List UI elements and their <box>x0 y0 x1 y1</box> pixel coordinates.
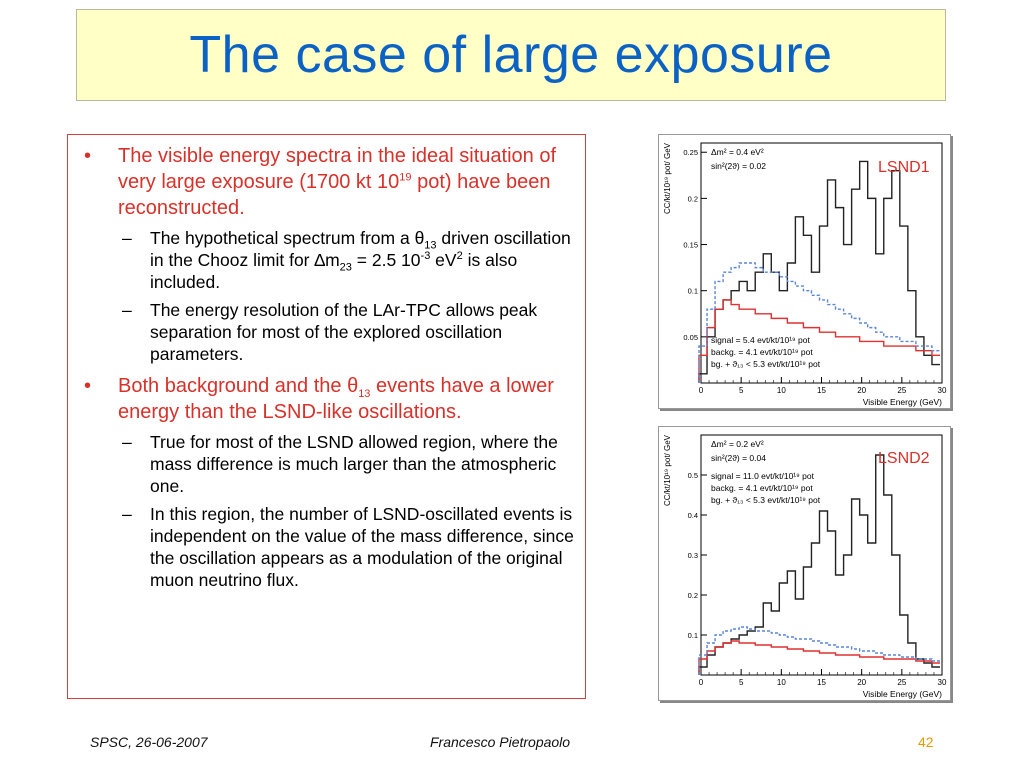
histogram-signal <box>698 160 940 383</box>
text-part: The visible energy spectra in the ideal … <box>118 145 557 193</box>
y-tick-label: 0.4 <box>688 511 698 520</box>
x-tick-label: 25 <box>897 678 906 687</box>
superscript: -3 <box>420 250 431 263</box>
y-tick-label: 0.2 <box>688 591 698 600</box>
x-tick-label: 15 <box>817 386 826 395</box>
dash-marker: – <box>122 228 132 248</box>
x-tick-label: 0 <box>699 386 704 395</box>
event-rate-stat: bg. + ϑ₁₃ < 5.3 evt/kt/10¹⁹ pot <box>711 495 821 505</box>
plot-lsnd2: 0 5 10 15 20 25 30 0.1 0.2 0.3 0.4 0.5 Visible Energ… <box>658 426 951 701</box>
x-tick-label: 0 <box>699 678 704 687</box>
x-axis-label: Visible Energy (GeV) <box>863 689 942 699</box>
plot-label-lsnd1: LSND1 <box>878 159 930 176</box>
event-rate-stat: signal = 5.4 evt/kt/10¹⁹ pot <box>711 335 810 345</box>
text-part: = 2.5 10 <box>351 250 421 270</box>
subbullet-text: The hypothetical spectrum from a θ13 dri… <box>150 227 575 293</box>
x-tick-label: 15 <box>817 678 826 687</box>
subscript: 13 <box>358 388 371 400</box>
oscillation-parameter: sin²(2ϑ) = 0.04 <box>711 453 766 463</box>
y-tick-label: 0.05 <box>683 333 698 342</box>
histogram-background <box>698 299 940 383</box>
dash-marker: – <box>122 432 132 452</box>
subbullet-independent-events: – In this region, the number of LSND-osc… <box>78 503 575 591</box>
y-tick-label: 0.25 <box>683 148 698 157</box>
y-tick-label: 0.2 <box>688 194 698 203</box>
subbullet-energy-resolution: – The energy resolution of the LAr-TPC a… <box>78 299 575 365</box>
oscillation-parameter: sin²(2ϑ) = 0.02 <box>711 161 766 171</box>
footer-author: Francesco Pietropaolo <box>430 734 571 750</box>
subbullet-text: The energy resolution of the LAr-TPC all… <box>150 300 538 364</box>
oscillation-parameter: Δm² = 0.2 eV² <box>711 439 764 449</box>
text-part: The hypothetical spectrum from a <box>150 228 415 248</box>
oscillation-parameter: Δm² = 0.4 eV² <box>711 147 764 157</box>
y-tick-label: 0.15 <box>683 241 698 250</box>
footer-date: SPSC, 26-06-2007 <box>90 734 208 750</box>
histogram-background-theta13 <box>698 262 940 383</box>
slide-title: The case of large exposure <box>189 26 833 84</box>
y-axis-label: CC/kt/10¹⁹ pot/ GeV <box>663 434 672 506</box>
plot-lsnd2-svg: 0 5 10 15 20 25 30 0.1 0.2 0.3 0.4 0.5 Visible Energ… <box>663 434 947 699</box>
superscript: 19 <box>399 171 412 184</box>
x-tick-label: 5 <box>739 678 744 687</box>
event-rate-stat: backg. = 4.1 evt/kt/10¹⁹ pot <box>711 347 813 357</box>
x-tick-label: 30 <box>938 678 947 687</box>
bullet-marker: • <box>84 145 92 167</box>
subbullet-text: True for most of the LSND allowed region… <box>150 432 558 496</box>
content-box: • The visible energy spectra in the idea… <box>67 134 586 699</box>
text-part: eV <box>430 250 457 270</box>
bullet-reconstructed-spectra: • The visible energy spectra in the idea… <box>78 143 575 221</box>
x-tick-label: 20 <box>857 386 866 395</box>
subbullet-text: In this region, the number of LSND-oscil… <box>150 504 574 590</box>
histogram-background-theta13 <box>698 626 940 675</box>
y-tick-label: 0.3 <box>688 551 698 560</box>
y-tick-label: 0.1 <box>688 287 698 296</box>
text-part: is also included. <box>150 250 518 292</box>
x-tick-label: 10 <box>777 678 786 687</box>
plot-lsnd1: 0 5 10 15 20 25 30 0.05 0.1 0.15 0.2 0.25 Visible En… <box>658 134 951 409</box>
plot-label-lsnd2: LSND2 <box>878 450 930 467</box>
text-part: events have a lower energy than the LSND… <box>118 375 554 423</box>
bullet-lower-energy: • Both background and the θ13 events hav… <box>78 373 575 425</box>
text-part: Both background and the <box>118 375 348 397</box>
subbullet-lsnd-region: – True for most of the LSND allowed regi… <box>78 431 575 497</box>
dash-marker: – <box>122 300 132 320</box>
title-banner: The case of large exposure <box>76 9 946 101</box>
event-rate-stat: signal = 11.0 evt/kt/10¹⁹ pot <box>711 471 815 481</box>
subbullet-chooz-limit: – The hypothetical spectrum from a θ13 d… <box>78 227 575 293</box>
delta-m-symbol: ∆m <box>314 250 340 270</box>
bullet-marker: • <box>84 375 92 397</box>
histogram-background <box>698 640 940 675</box>
text-part: driven oscillation in the Chooz limit fo… <box>150 228 571 270</box>
event-rate-stat: bg. + ϑ₁₃ < 5.3 evt/kt/10¹⁹ pot <box>711 359 821 369</box>
x-tick-label: 20 <box>857 678 866 687</box>
theta-symbol: θ <box>347 375 359 397</box>
histogram-signal <box>698 454 940 675</box>
dash-marker: – <box>122 504 132 524</box>
text-part: pot) have been reconstructed. <box>118 171 551 219</box>
page-number: 42 <box>918 734 934 750</box>
y-tick-label: 0.5 <box>688 471 698 480</box>
superscript: 2 <box>456 250 463 263</box>
bullet-text: The visible energy spectra in the ideal … <box>118 143 575 221</box>
x-tick-label: 30 <box>938 386 947 395</box>
subscript: 13 <box>424 239 437 252</box>
event-rate-stat: backg. = 4.1 evt/kt/10¹⁹ pot <box>711 483 813 493</box>
x-tick-label: 10 <box>777 386 786 395</box>
theta-symbol: θ <box>414 228 425 248</box>
x-axis-label: Visible Energy (GeV) <box>863 397 942 407</box>
plot-lsnd1-svg: 0 5 10 15 20 25 30 0.05 0.1 0.15 0.2 0.25 Visible En… <box>663 142 947 407</box>
y-tick-label: 0.1 <box>688 631 698 640</box>
x-tick-label: 5 <box>739 386 744 395</box>
bullet-text: Both background and the θ13 events have … <box>118 373 575 425</box>
y-axis-label: CC/kt/10¹⁹ pot/ GeV <box>663 142 672 214</box>
subscript: 23 <box>339 261 352 274</box>
x-tick-label: 25 <box>897 386 906 395</box>
